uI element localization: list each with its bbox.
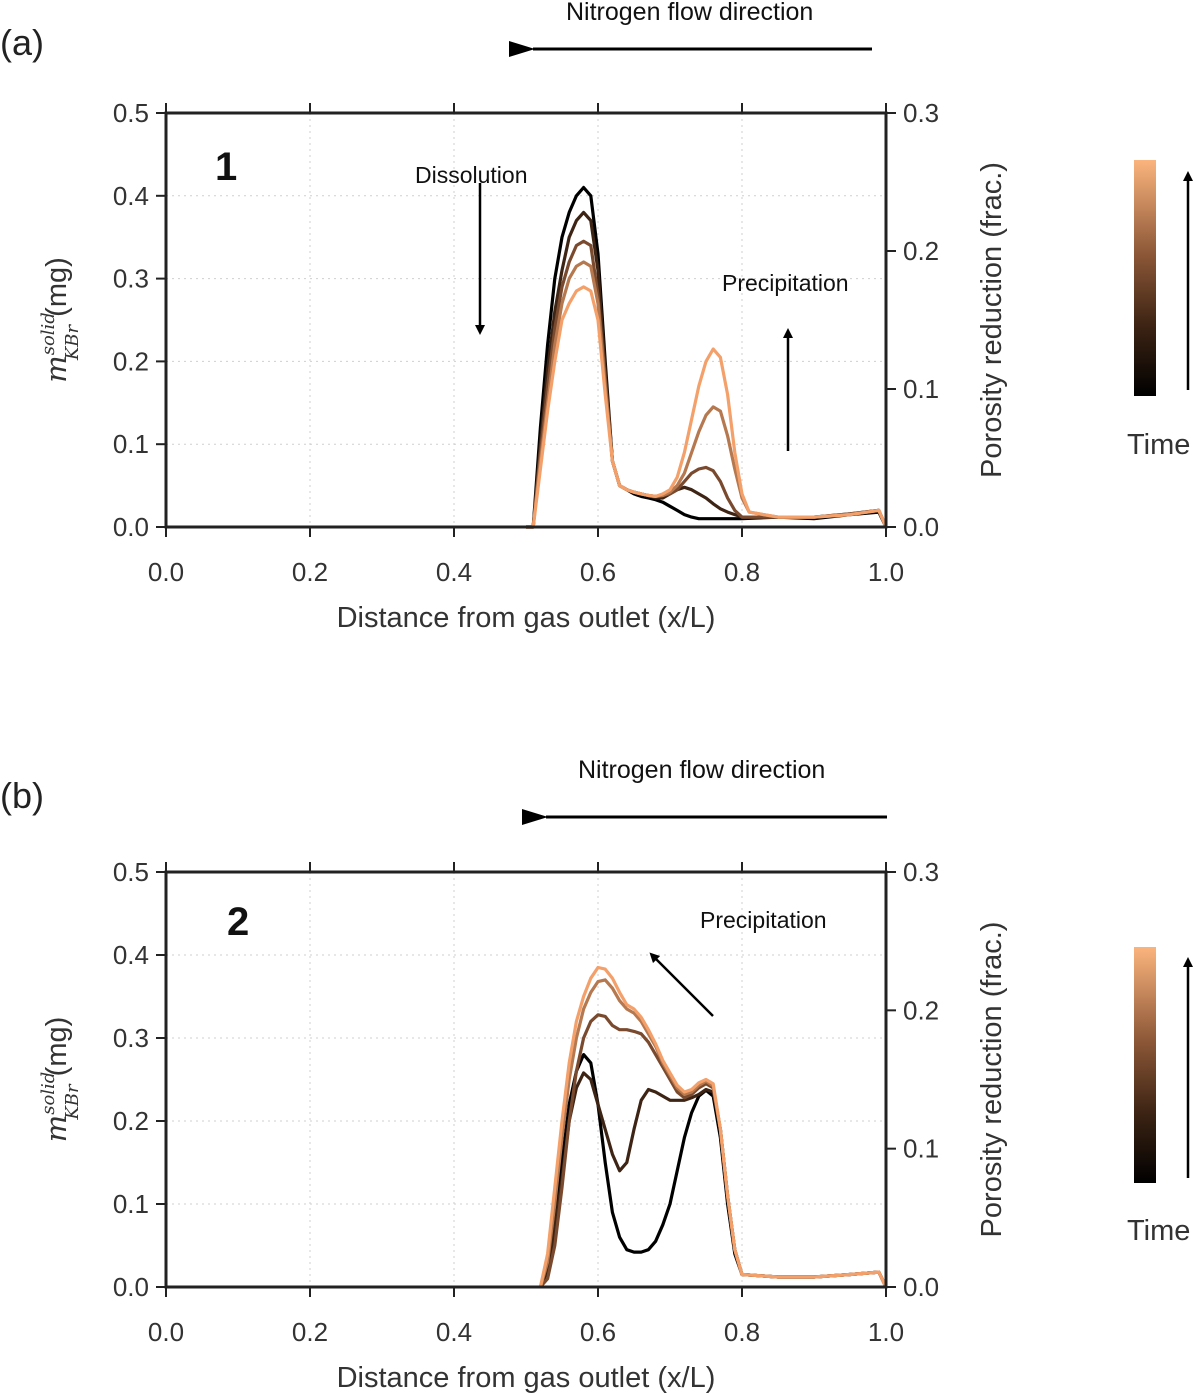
panel-b-y2tick-label-1: 0.1 bbox=[903, 1134, 939, 1164]
panel-b-series-4-line bbox=[538, 965, 888, 1288]
panel-a-y2tick-label-2: 0.2 bbox=[903, 236, 939, 266]
panel-a-ytick-label-0: 0.0 bbox=[113, 512, 149, 542]
panel-a-ylabel: msolid KBr (mg) bbox=[38, 257, 83, 383]
panel-a-annotation-precipitation: Precipitation bbox=[722, 270, 849, 296]
panel-a-xtick-label-5: 1.0 bbox=[868, 557, 904, 587]
panel-a-ytick-label-4: 0.4 bbox=[113, 181, 149, 211]
panel-b-ylabel-main: m bbox=[39, 1115, 73, 1143]
panel-b-colorbar bbox=[1134, 947, 1156, 1183]
panel-a-ytick-label-3: 0.3 bbox=[113, 264, 149, 294]
panel-b-xlabel: Distance from gas outlet (x/L) bbox=[337, 1362, 716, 1394]
panel-b-y2tick-label-2: 0.2 bbox=[903, 995, 939, 1025]
panel-a-series-0-line bbox=[526, 185, 888, 529]
panel-b-y2tick-label-0: 0.0 bbox=[903, 1272, 939, 1302]
panel-a-series-4-line bbox=[526, 285, 888, 529]
panel-a-plot-frame bbox=[164, 111, 888, 529]
panel-b-plot-frame bbox=[164, 870, 888, 1289]
panel-a-y2tick-label-3: 0.3 bbox=[903, 98, 939, 128]
panel-b-plot: 0.0 0.2 0.4 0.6 0.8 1.0 0.0 0.1 0.2 0.3 0.4 0.5 0.0 0… bbox=[38, 857, 1008, 1394]
panel-a-xtick-label-0: 0.0 bbox=[148, 557, 184, 587]
panel-a-colorbar-label: Time bbox=[1127, 429, 1190, 461]
panel-b-xtick-label-4: 0.8 bbox=[724, 1317, 760, 1347]
panel-a-ylabel-main: m bbox=[39, 355, 73, 383]
panel-b-ylabel-sub: KBr bbox=[62, 1083, 83, 1121]
panel-b: (b) Nitrogen flow direction 0.0 0.2 0.4 0.6… bbox=[0, 756, 1193, 1394]
panel-a-xtick-label-1: 0.2 bbox=[292, 557, 328, 587]
panel-b-series-2-line bbox=[539, 1013, 888, 1289]
panel-a-xtick-label-3: 0.6 bbox=[580, 557, 616, 587]
panel-a-annotation-dissolution: Dissolution bbox=[415, 162, 528, 188]
panel-b-xtick-label-2: 0.4 bbox=[436, 1317, 472, 1347]
panel-b-ytick-label-3: 0.3 bbox=[113, 1023, 149, 1053]
panel-a-ytick-label-1: 0.1 bbox=[113, 429, 149, 459]
panel-b-ytick-label-5: 0.5 bbox=[113, 857, 149, 887]
panel-b-ytick-label-1: 0.1 bbox=[113, 1189, 149, 1219]
panel-a-xtick-label-2: 0.4 bbox=[436, 557, 472, 587]
panel-b-series-3-line bbox=[538, 978, 888, 1288]
panel-a-label: (a) bbox=[0, 22, 44, 63]
panel-b-ylabel-sup: solid bbox=[38, 1072, 59, 1115]
panel-a-plot: 0.0 0.2 0.4 0.6 0.8 1.0 0.0 0.1 0.2 0.3 0.4 0.5 0.0 0… bbox=[38, 98, 1008, 634]
panel-a-ylabel-sub: KBr bbox=[62, 323, 83, 361]
panel-a-colorbar bbox=[1134, 160, 1156, 396]
panel-a-y2label: Porosity reduction (frac.) bbox=[976, 162, 1008, 478]
panel-a-ylabel-unit: (mg) bbox=[41, 257, 73, 325]
panel-b-ylabel: msolid KBr (mg) bbox=[38, 1017, 83, 1143]
panel-a-ytick-label-2: 0.2 bbox=[113, 346, 149, 376]
panel-b-xtick-label-3: 0.6 bbox=[580, 1317, 616, 1347]
panel-a-ylabel-sup: solid bbox=[38, 312, 59, 355]
panel-b-annotation-precipitation: Precipitation bbox=[700, 907, 827, 933]
panel-a-y2tick-label-1: 0.1 bbox=[903, 374, 939, 404]
panel-a-series-1-line bbox=[526, 210, 888, 529]
panel-b-colorbar-label: Time bbox=[1127, 1215, 1190, 1247]
panel-b-ytick-label-0: 0.0 bbox=[113, 1272, 149, 1302]
panel-a-number: 1 bbox=[215, 145, 237, 189]
panel-b-ytick-label-2: 0.2 bbox=[113, 1106, 149, 1136]
panel-b-ytick-label-4: 0.4 bbox=[113, 940, 149, 970]
panel-b-xtick-label-0: 0.0 bbox=[148, 1317, 184, 1347]
panel-b-y2label: Porosity reduction (frac.) bbox=[976, 922, 1008, 1238]
panel-b-flow-label: Nitrogen flow direction bbox=[578, 756, 825, 784]
panel-a-series-3-line bbox=[526, 260, 888, 529]
panel-a-ytick-label-5: 0.5 bbox=[113, 98, 149, 128]
panel-b-ylabel-unit: (mg) bbox=[41, 1017, 73, 1085]
panel-b-label: (b) bbox=[0, 775, 44, 816]
panel-b-xtick-label-5: 1.0 bbox=[868, 1317, 904, 1347]
panel-a: (a) Nitrogen flow direction 0.0 0.2 0.4 0.6… bbox=[0, 0, 1193, 634]
panel-a-flow-label: Nitrogen flow direction bbox=[566, 0, 813, 26]
panel-a-xlabel: Distance from gas outlet (x/L) bbox=[337, 602, 716, 634]
panel-b-precipitation-arrow bbox=[649, 952, 714, 1017]
panel-b-y2tick-label-3: 0.3 bbox=[903, 857, 939, 887]
panel-a-xtick-label-4: 0.8 bbox=[724, 557, 760, 587]
panel-a-y2tick-label-0: 0.0 bbox=[903, 512, 939, 542]
panel-b-xtick-label-1: 0.2 bbox=[292, 1317, 328, 1347]
panel-b-number: 2 bbox=[227, 900, 249, 944]
